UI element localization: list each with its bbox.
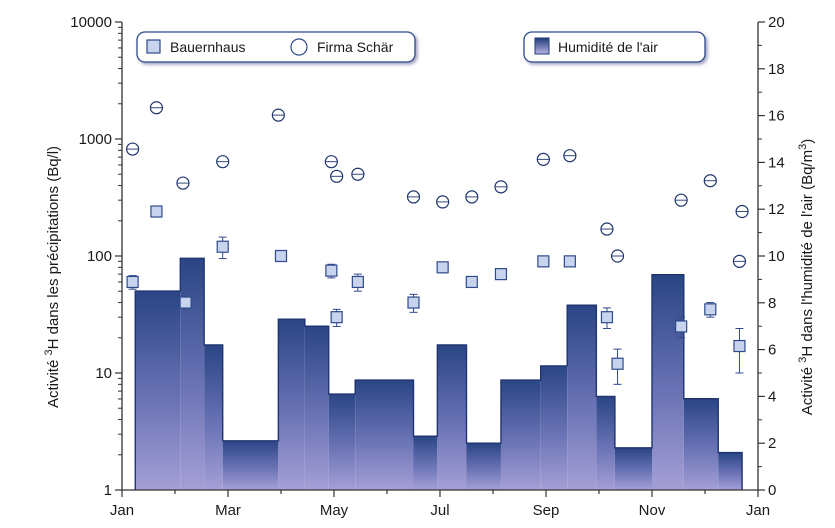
legend-precipitation: Bauernhaus Firma Schär bbox=[136, 31, 416, 63]
bauernhaus-point bbox=[563, 255, 576, 268]
humidity-step-outline bbox=[134, 257, 743, 490]
legend-air-humidity: Humidité de l'air bbox=[523, 31, 706, 63]
humidity-bar bbox=[614, 447, 652, 490]
humidity-bar bbox=[413, 436, 438, 490]
legend-box-left bbox=[136, 31, 416, 63]
y-axis-left-title: Activité 3H dans les précipitations (Bq/… bbox=[43, 146, 62, 408]
humidity-bar bbox=[304, 326, 329, 490]
y-right-tick-label: 4 bbox=[768, 388, 776, 405]
y-left-tick-label: 10 bbox=[95, 365, 112, 382]
x-tick-label: May bbox=[320, 502, 349, 519]
y-right-tick-label: 16 bbox=[768, 108, 785, 125]
y-right-tick-label: 20 bbox=[768, 14, 785, 31]
y-right-tick-label: 14 bbox=[768, 154, 785, 171]
bauernhaus-point bbox=[351, 275, 364, 289]
y-left-tick-label: 100 bbox=[87, 248, 112, 265]
bauernhaus-point bbox=[407, 296, 420, 309]
x-tick-label: Nov bbox=[639, 502, 666, 519]
bauernhaus-point bbox=[465, 275, 478, 289]
y-right-tick-label: 10 bbox=[768, 248, 785, 265]
bauernhaus-point bbox=[330, 311, 343, 324]
bauernhaus-point bbox=[733, 339, 746, 353]
humidity-bar bbox=[328, 394, 356, 490]
legend-circle-icon bbox=[290, 38, 308, 56]
y-right-tick-label: 2 bbox=[768, 435, 776, 452]
bauernhaus-point bbox=[325, 264, 338, 277]
bauernhaus-point bbox=[179, 296, 192, 309]
scatter-points bbox=[126, 101, 749, 385]
humidity-bar bbox=[718, 452, 743, 490]
humidity-bar bbox=[222, 440, 279, 490]
bauernhaus-point bbox=[704, 303, 717, 316]
y-right-tick-label: 6 bbox=[768, 342, 776, 359]
humidity-bar bbox=[204, 344, 223, 490]
y-right-tick-label: 18 bbox=[768, 61, 785, 78]
y-right-tick-label: 0 bbox=[768, 482, 776, 499]
humidity-bar bbox=[135, 291, 181, 490]
bauernhaus-point bbox=[150, 205, 163, 218]
y-right-tick-label: 8 bbox=[768, 295, 776, 312]
y-right-tick-label: 12 bbox=[768, 201, 785, 218]
humidity-bar bbox=[540, 365, 568, 490]
humidity-bar bbox=[355, 380, 414, 490]
bauernhaus-point bbox=[494, 268, 508, 281]
humidity-bar bbox=[567, 305, 597, 490]
humidity-bar bbox=[683, 398, 719, 490]
bauernhaus-point bbox=[126, 275, 139, 289]
bauernhaus-point bbox=[274, 249, 288, 263]
legend-bar-swatch-icon bbox=[534, 37, 550, 55]
axes: 1 10 100 1000 10000 0 2 4 6 8 10 12 14 16 18 20 Jan Mar Ma… bbox=[70, 14, 784, 519]
legend-square-icon bbox=[146, 39, 161, 54]
humidity-bars bbox=[134, 257, 743, 490]
humidity-bar bbox=[180, 258, 205, 490]
legend-box-right bbox=[523, 31, 706, 63]
y-left-tick-label: 10000 bbox=[70, 14, 112, 31]
humidity-bar bbox=[437, 344, 467, 490]
x-tick-label: Jan bbox=[746, 502, 770, 519]
bauernhaus-point bbox=[611, 357, 624, 370]
x-tick-label: Mar bbox=[215, 502, 241, 519]
bauernhaus-point bbox=[436, 261, 449, 274]
legend-label-bauernhaus: Bauernhaus bbox=[170, 39, 246, 55]
bauernhaus-point bbox=[216, 240, 229, 253]
humidity-bar bbox=[278, 319, 305, 490]
y-left-tick-label: 1 bbox=[104, 482, 112, 499]
x-tick-label: Sep bbox=[533, 502, 560, 519]
humidity-bar bbox=[596, 396, 615, 490]
y-left-tick-label: 1000 bbox=[79, 131, 112, 148]
y-axis-right-title: Activité 3H dans l'humidité de l'air (Bq… bbox=[797, 139, 816, 415]
humidity-bar bbox=[652, 274, 684, 490]
legend-label-humidite: Humidité de l'air bbox=[558, 39, 658, 55]
bauernhaus-point bbox=[600, 311, 614, 324]
x-tick-label: Jan bbox=[110, 502, 134, 519]
legend-label-firma-schar: Firma Schär bbox=[317, 39, 394, 55]
humidity-bar bbox=[466, 443, 501, 490]
bauernhaus-point bbox=[537, 255, 550, 268]
bauernhaus-point bbox=[675, 320, 688, 333]
x-tick-label: Jul bbox=[430, 502, 449, 519]
humidity-bar bbox=[500, 380, 541, 490]
